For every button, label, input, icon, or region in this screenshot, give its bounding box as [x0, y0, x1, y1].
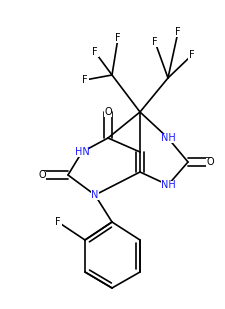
Bar: [91, 191, 98, 200]
Text: NH: NH: [160, 180, 175, 190]
Bar: [161, 180, 174, 189]
Text: O: O: [205, 157, 213, 167]
Text: N: N: [91, 190, 98, 200]
Bar: [205, 158, 213, 167]
Text: O: O: [104, 107, 111, 117]
Bar: [151, 37, 158, 46]
Bar: [75, 147, 88, 156]
Text: F: F: [188, 50, 194, 60]
Bar: [81, 75, 88, 84]
Text: HN: HN: [74, 147, 89, 157]
Bar: [104, 108, 111, 116]
Bar: [114, 33, 121, 43]
Text: F: F: [174, 27, 180, 37]
Text: F: F: [92, 47, 97, 57]
Text: NH: NH: [160, 133, 175, 143]
Bar: [91, 48, 98, 57]
Bar: [54, 218, 61, 226]
Text: F: F: [82, 75, 88, 85]
Text: F: F: [151, 37, 157, 47]
Text: O: O: [38, 170, 46, 180]
Bar: [187, 50, 195, 60]
Text: F: F: [55, 217, 61, 227]
Bar: [161, 133, 174, 142]
Bar: [38, 171, 45, 180]
Bar: [173, 28, 181, 36]
Text: F: F: [115, 33, 120, 43]
